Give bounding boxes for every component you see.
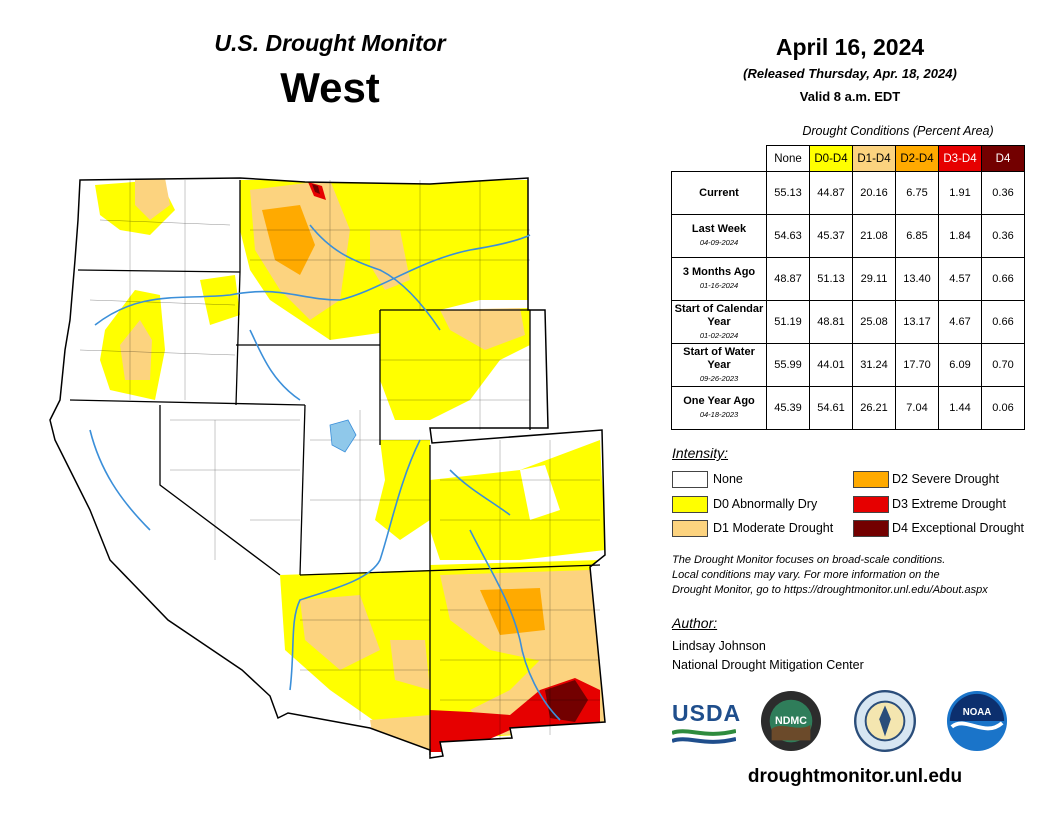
released-date: (Released Thursday, Apr. 18, 2024) (743, 66, 957, 81)
table-cell: 44.87 (809, 171, 853, 215)
conditions-table: None D0-D4 D1-D4 D2-D4 D3-D4 D4 Current … (671, 145, 1025, 430)
table-cell: 48.81 (809, 300, 853, 344)
col-header: D4 (981, 145, 1025, 172)
table-cell: 31.24 (852, 343, 896, 387)
col-header: None (766, 145, 810, 172)
col-header: D0-D4 (809, 145, 853, 172)
table-cell: 1.91 (938, 171, 982, 215)
doc-seal-logo (854, 690, 916, 752)
table-cell: 51.19 (766, 300, 810, 344)
table-cell: 17.70 (895, 343, 939, 387)
table-cell: 4.57 (938, 257, 982, 301)
table-cell: 51.13 (809, 257, 853, 301)
row-label: One Year Ago (683, 395, 755, 407)
website-link[interactable]: droughtmonitor.unl.edu (747, 766, 963, 787)
table-cell: 45.37 (809, 214, 853, 258)
table-cell: 48.87 (766, 257, 810, 301)
note-line: The Drought Monitor focuses on broad-sca… (672, 554, 946, 566)
legend-swatch-d1 (672, 520, 708, 537)
table-row: Start of Calendar Year 01-02-2024 51.19 4… (671, 300, 1025, 344)
usda-logo: USDA (671, 700, 740, 748)
table-cell: 6.75 (895, 171, 939, 215)
table-row: Last Week 04-09-2024 54.63 45.37 21.08 6.… (671, 214, 1025, 258)
table-cell: 21.08 (852, 214, 896, 258)
map-title: U.S. Drought Monitor (214, 30, 446, 56)
rivers (89, 224, 561, 721)
row-date: 01-02-2024 (699, 330, 739, 340)
row-label: Current (699, 186, 739, 199)
legend-label-d1: D1 Moderate Drought (713, 521, 834, 535)
table-cell: 7.04 (895, 386, 939, 430)
drought-map (49, 177, 606, 759)
table-cell: 0.36 (981, 171, 1025, 215)
table-cell: 1.44 (938, 386, 982, 430)
table-cell: 1.84 (938, 214, 982, 258)
table-cell: 55.99 (766, 343, 810, 387)
conditions-title: Drought Conditions (Percent Area) (802, 124, 994, 138)
table-cell: 0.70 (981, 343, 1025, 387)
table-cell: 29.11 (852, 257, 896, 301)
table-cell: 0.66 (981, 257, 1025, 301)
row-label: Last Week (691, 223, 747, 235)
table-cell: 0.06 (981, 386, 1025, 430)
map-regions (50, 178, 605, 758)
region-title: West (280, 64, 380, 111)
legend-label-d0: D0 Abnormally Dry (713, 497, 818, 511)
table-header-row: None D0-D4 D1-D4 D2-D4 D3-D4 D4 (671, 145, 1025, 172)
ndmc-logo: NDMC (760, 690, 822, 752)
table-cell: 25.08 (852, 300, 896, 344)
table-cell: 0.36 (981, 214, 1025, 258)
table-cell: 0.66 (981, 300, 1025, 344)
author-name: Lindsay Johnson (672, 639, 766, 653)
table-cell: 13.40 (895, 257, 939, 301)
legend-swatch-d2 (853, 471, 889, 488)
legend-swatch-d0 (672, 496, 708, 513)
col-header: D2-D4 (895, 145, 939, 172)
legend-title: Intensity: (672, 445, 729, 461)
legend-label-d3: D3 Extreme Drought (892, 497, 1006, 511)
noaa-logo: NOAA (946, 690, 1008, 752)
author-heading: Author: (672, 615, 718, 631)
table-cell: 54.61 (809, 386, 853, 430)
table-cell: 6.09 (938, 343, 982, 387)
author-org: National Drought Mitigation Center (672, 658, 864, 672)
table-cell: 13.17 (895, 300, 939, 344)
table-row: One Year Ago 04-18-2023 45.39 54.61 26.21… (671, 386, 1025, 430)
row-date: 04-09-2024 (699, 238, 739, 247)
legend-swatch-none (672, 471, 708, 488)
row-date: 04-18-2023 (699, 410, 739, 419)
row-label: Start of Water Year (683, 345, 755, 371)
row-label: Start of Calendar Year (674, 302, 764, 328)
info-note: The Drought Monitor focuses on broad-sca… (672, 553, 1044, 598)
col-header: D1-D4 (852, 145, 896, 172)
note-line: Local conditions may vary. For more info… (672, 569, 940, 581)
legend-label-d4: D4 Exceptional Drought (892, 521, 1025, 535)
map-date: April 16, 2024 (775, 34, 925, 60)
row-date: 09-26-2023 (699, 373, 739, 383)
table-cell: 55.13 (766, 171, 810, 215)
legend-label-none: None (713, 472, 743, 486)
table-row: 3 Months Ago 01-16-2024 48.87 51.13 29.11… (671, 257, 1025, 301)
table-cell: 45.39 (766, 386, 810, 430)
svg-text:NOAA: NOAA (963, 707, 991, 718)
table-row: Start of Water Year 09-26-2023 55.99 44.0… (671, 343, 1025, 387)
row-label: 3 Months Ago (682, 266, 756, 278)
legend-label-d2: D2 Severe Drought (892, 472, 1000, 486)
col-header: D3-D4 (938, 145, 982, 172)
table-cell: 4.67 (938, 300, 982, 344)
valid-time: Valid 8 a.m. EDT (799, 89, 901, 104)
table-cell: 54.63 (766, 214, 810, 258)
author-block: Lindsay Johnson National Drought Mitigat… (672, 637, 864, 675)
table-cell: 26.21 (852, 386, 896, 430)
note-line: Drought Monitor, go to https://droughtmo… (672, 584, 988, 596)
row-date: 01-16-2024 (699, 281, 739, 290)
table-row: Current 55.13 44.87 20.16 6.75 1.91 0.36 (671, 171, 1025, 215)
table-cell: 20.16 (852, 171, 896, 215)
legend-swatch-d3 (853, 496, 889, 513)
svg-text:NDMC: NDMC (775, 715, 807, 727)
legend-swatch-d4 (853, 520, 889, 537)
table-cell: 44.01 (809, 343, 853, 387)
table-cell: 6.85 (895, 214, 939, 258)
